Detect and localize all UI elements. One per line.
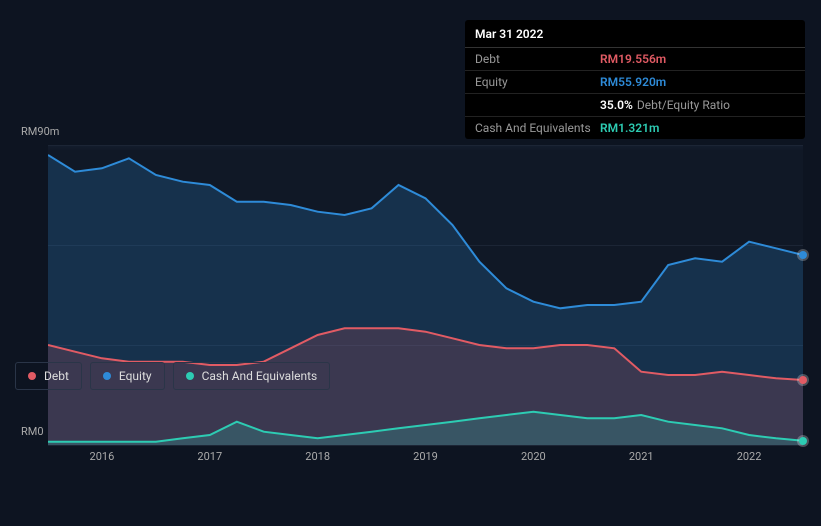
- tooltip-label: Debt: [475, 52, 600, 66]
- tooltip-value: 35.0%: [600, 98, 633, 112]
- chart-container: RM90m RM0 2016 2017 2018 2019 2020 2021 2022: [15, 125, 806, 465]
- x-tick: 2020: [521, 450, 546, 463]
- legend-dot: [186, 372, 194, 380]
- equity-end-marker: [799, 251, 807, 259]
- legend-dot: [28, 372, 36, 380]
- x-tick: 2018: [305, 450, 330, 463]
- legend-label: Equity: [119, 369, 152, 383]
- tooltip-row: 35.0% Debt/Equity Ratio: [465, 94, 805, 117]
- chart-legend: Debt Equity Cash And Equivalents: [15, 362, 330, 390]
- tooltip-suffix: Debt/Equity Ratio: [637, 98, 730, 112]
- tooltip-value: RM55.920m: [600, 75, 666, 89]
- grid-line: [48, 445, 803, 446]
- legend-label: Cash And Equivalents: [202, 369, 318, 383]
- y-axis-min-label: RM0: [21, 425, 44, 438]
- y-axis-max-label: RM90m: [21, 125, 59, 138]
- chart-tooltip: Mar 31 2022 DebtRM19.556mEquityRM55.920m…: [465, 20, 805, 139]
- x-tick: 2021: [629, 450, 654, 463]
- debt-end-marker: [799, 376, 807, 384]
- legend-item-cash-and-equivalents[interactable]: Cash And Equivalents: [173, 362, 331, 390]
- cash-end-marker: [799, 437, 807, 445]
- legend-item-debt[interactable]: Debt: [15, 362, 82, 390]
- x-tick: 2017: [197, 450, 222, 463]
- tooltip-label: [475, 98, 600, 112]
- tooltip-value: RM19.556m: [600, 52, 666, 66]
- chart-plot[interactable]: [48, 145, 803, 445]
- tooltip-row: DebtRM19.556m: [465, 48, 805, 71]
- legend-dot: [103, 372, 111, 380]
- tooltip-date: Mar 31 2022: [465, 20, 805, 48]
- tooltip-label: Equity: [475, 75, 600, 89]
- x-tick: 2019: [413, 450, 438, 463]
- legend-label: Debt: [44, 369, 69, 383]
- legend-item-equity[interactable]: Equity: [90, 362, 165, 390]
- tooltip-row: EquityRM55.920m: [465, 71, 805, 94]
- chart-svg: [48, 145, 803, 445]
- x-tick: 2016: [90, 450, 115, 463]
- x-tick: 2022: [737, 450, 762, 463]
- x-axis: 2016 2017 2018 2019 2020 2021 2022: [48, 450, 803, 470]
